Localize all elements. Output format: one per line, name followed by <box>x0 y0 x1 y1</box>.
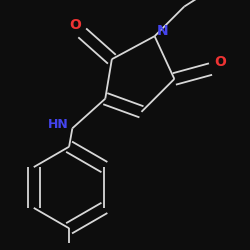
Text: HN: HN <box>48 118 68 131</box>
Text: O: O <box>214 56 226 70</box>
Text: O: O <box>70 18 82 32</box>
Text: N: N <box>157 24 168 38</box>
